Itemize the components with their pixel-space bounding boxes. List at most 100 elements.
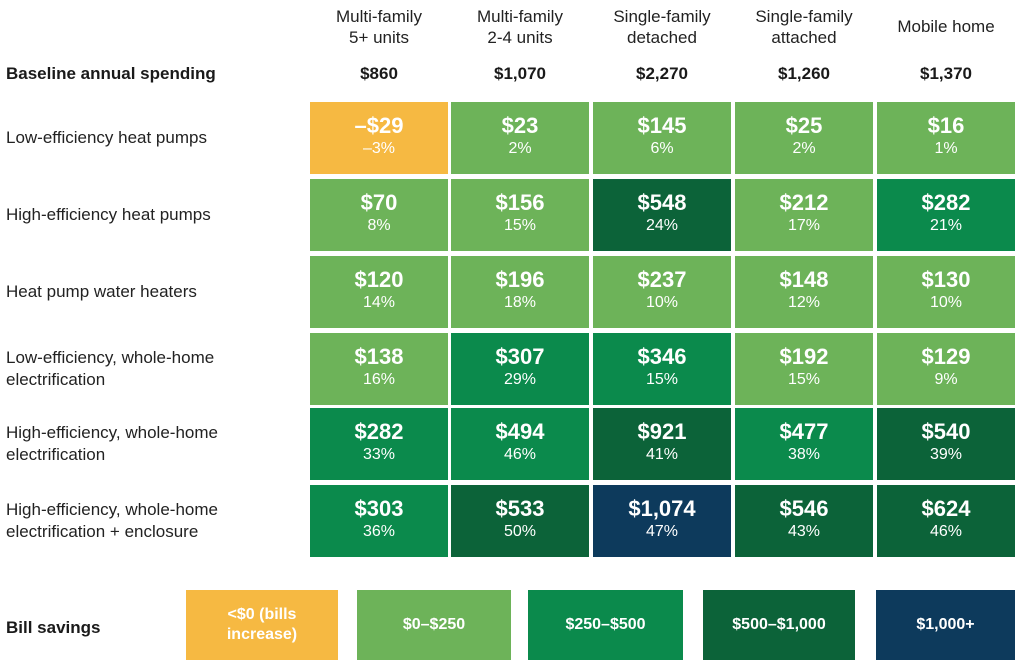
heatmap-cell: $307 29% xyxy=(451,333,589,405)
cell-amount: $346 xyxy=(637,344,687,369)
cell-percent: 8% xyxy=(367,217,391,234)
cell-amount: $138 xyxy=(354,344,404,369)
cell-amount: $148 xyxy=(779,267,829,292)
cell-percent: 16% xyxy=(362,371,396,388)
cell-amount: $548 xyxy=(637,190,687,215)
heatmap-cell: $192 15% xyxy=(735,333,873,405)
baseline-value: $1,260 xyxy=(778,64,830,83)
cell-percent: 14% xyxy=(362,294,396,311)
heatmap-cell: $120 14% xyxy=(310,256,448,328)
cell-amount: $307 xyxy=(495,344,545,369)
cell-amount: $1,074 xyxy=(628,496,696,521)
heatmap-cell: $156 15% xyxy=(451,179,589,251)
cell-percent: 12% xyxy=(787,294,821,311)
baseline-value: $1,370 xyxy=(920,64,972,83)
cell-percent: 15% xyxy=(787,371,821,388)
cell-amount: $196 xyxy=(495,267,545,292)
cell-percent: –3% xyxy=(362,140,396,157)
cell-percent: 46% xyxy=(929,523,963,540)
cell-percent: 17% xyxy=(787,217,821,234)
heatmap-cell: $25 2% xyxy=(735,102,873,174)
cell-percent: 47% xyxy=(645,523,679,540)
cell-percent: 15% xyxy=(645,371,679,388)
legend-title: Bill savings xyxy=(6,618,101,637)
cell-amount: $494 xyxy=(495,419,545,444)
cell-amount: $237 xyxy=(637,267,687,292)
heatmap-cell: –$29 –3% xyxy=(310,102,448,174)
cell-percent: 36% xyxy=(362,523,396,540)
cell-amount: $212 xyxy=(779,190,829,215)
cell-amount: $145 xyxy=(637,113,687,138)
row-label: Low-efficiency heat pumps xyxy=(6,128,207,147)
cell-percent: 38% xyxy=(787,446,821,463)
heatmap-cell: $477 38% xyxy=(735,408,873,480)
cell-amount: $624 xyxy=(921,496,971,521)
column-header: Single-family detached xyxy=(613,7,711,47)
cell-amount: $921 xyxy=(637,419,687,444)
legend-item: <$0 (bills increase) xyxy=(186,590,338,660)
cell-percent: 50% xyxy=(503,523,537,540)
cell-percent: 39% xyxy=(929,446,963,463)
column-header: Multi-family 2-4 units xyxy=(477,7,563,47)
cell-percent: 10% xyxy=(929,294,963,311)
heatmap-cell: $546 43% xyxy=(735,485,873,557)
row-label: High-efficiency, whole-home electrificat… xyxy=(6,423,218,464)
cell-percent: 43% xyxy=(787,523,821,540)
column-header: Mobile home xyxy=(897,17,995,36)
legend-item: $500–$1,000 xyxy=(703,590,855,660)
heatmap-cell: $533 50% xyxy=(451,485,589,557)
heatmap-cell: $346 15% xyxy=(593,333,731,405)
cell-amount: $129 xyxy=(921,344,971,369)
heatmap-cell: $237 10% xyxy=(593,256,731,328)
cell-amount: $23 xyxy=(501,113,539,138)
cell-percent: 6% xyxy=(650,140,674,157)
row-label: High-efficiency, whole-home electrificat… xyxy=(6,500,218,541)
heatmap-cell: $23 2% xyxy=(451,102,589,174)
cell-amount: $533 xyxy=(495,496,545,521)
cell-amount: $477 xyxy=(779,419,829,444)
heatmap-cell: $130 10% xyxy=(877,256,1015,328)
cell-percent: 1% xyxy=(934,140,958,157)
baseline-label: Baseline annual spending xyxy=(6,64,216,83)
cell-amount: $303 xyxy=(354,496,404,521)
cell-amount: $130 xyxy=(921,267,971,292)
column-header: Single-family attached xyxy=(755,7,853,47)
cell-amount: $546 xyxy=(779,496,829,521)
cell-amount: $70 xyxy=(360,190,398,215)
heatmap-cell: $282 21% xyxy=(877,179,1015,251)
cell-percent: 9% xyxy=(934,371,958,388)
cell-percent: 10% xyxy=(645,294,679,311)
cell-percent: 18% xyxy=(503,294,537,311)
row-label: Low-efficiency, whole-home electrificati… xyxy=(6,348,215,389)
heatmap-cell: $548 24% xyxy=(593,179,731,251)
cell-amount: $540 xyxy=(921,419,971,444)
cell-amount: $192 xyxy=(779,344,829,369)
heatmap-cell: $624 46% xyxy=(877,485,1015,557)
cell-percent: 29% xyxy=(503,371,537,388)
cell-amount: $25 xyxy=(785,113,823,138)
heatmap-cell: $212 17% xyxy=(735,179,873,251)
heatmap-cell: $148 12% xyxy=(735,256,873,328)
cell-percent: 15% xyxy=(503,217,537,234)
cell-amount: $282 xyxy=(921,190,971,215)
cell-amount: –$29 xyxy=(354,113,404,138)
row-label: High-efficiency heat pumps xyxy=(6,205,211,224)
cell-percent: 2% xyxy=(508,140,532,157)
cell-percent: 41% xyxy=(645,446,679,463)
column-header: Multi-family 5+ units xyxy=(336,7,422,47)
legend-item: $0–$250 xyxy=(357,590,511,660)
heatmap-cell: $303 36% xyxy=(310,485,448,557)
cell-amount: $156 xyxy=(495,190,545,215)
cell-amount: $282 xyxy=(354,419,404,444)
row-label: Heat pump water heaters xyxy=(6,282,197,301)
heatmap-cell: $494 46% xyxy=(451,408,589,480)
heatmap-cell: $1,074 47% xyxy=(593,485,731,557)
heatmap-cell: $921 41% xyxy=(593,408,731,480)
legend-item: $250–$500 xyxy=(528,590,683,660)
legend-item: $1,000+ xyxy=(876,590,1015,660)
heatmap-cell: $70 8% xyxy=(310,179,448,251)
heatmap-cell: $129 9% xyxy=(877,333,1015,405)
cell-amount: $120 xyxy=(354,267,404,292)
heatmap-cell: $196 18% xyxy=(451,256,589,328)
cell-percent: 46% xyxy=(503,446,537,463)
